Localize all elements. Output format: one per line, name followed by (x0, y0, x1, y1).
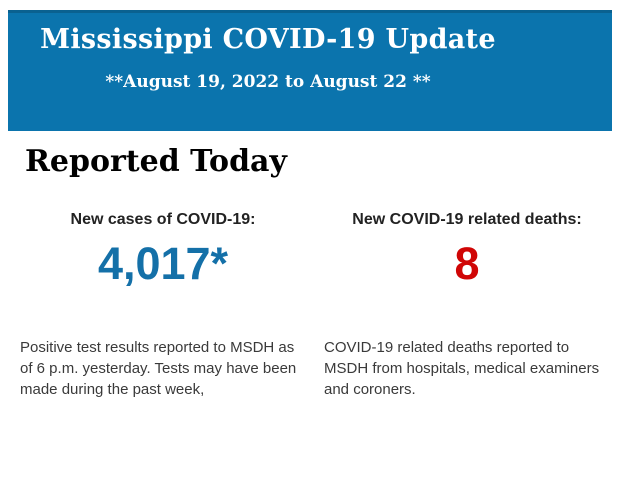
page-title: Mississippi COVID-19 Update (40, 24, 496, 55)
stats-row: New cases of COVID-19: 4,017* New COVID-… (0, 211, 620, 287)
deaths-value: 8 (454, 238, 480, 289)
cases-label: New cases of COVID-19: (70, 211, 256, 228)
cases-value: 4,017* (97, 238, 229, 289)
date-range-subtitle: **August 19, 2022 to August 22 ** (105, 72, 431, 92)
cases-description: Positive test results reported to MSDH a… (20, 339, 297, 398)
deaths-description: COVID-19 related deaths reported to MSDH… (324, 339, 600, 398)
deaths-stat: New COVID-19 related deaths: 8 (324, 211, 610, 287)
header-banner: Mississippi COVID-19 Update **August 19,… (8, 10, 612, 131)
descriptions-row: Positive test results reported to MSDH a… (0, 337, 620, 400)
deaths-label: New COVID-19 related deaths: (352, 211, 582, 228)
header-content: Mississippi COVID-19 Update **August 19,… (8, 13, 612, 92)
section-title: Reported Today (25, 144, 287, 179)
cases-stat: New cases of COVID-19: 4,017* (20, 211, 306, 287)
